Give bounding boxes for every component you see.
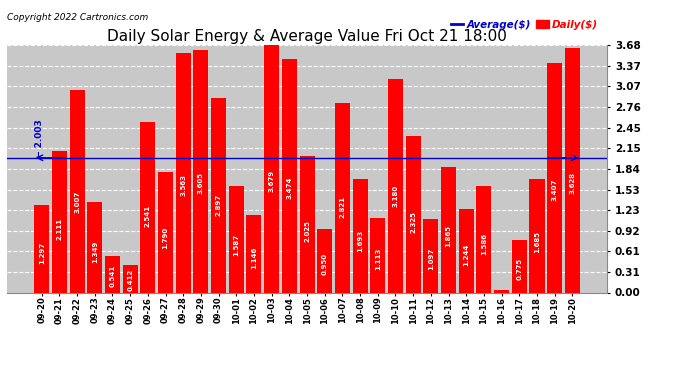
Bar [406, 136, 421, 292]
Bar [529, 179, 544, 292]
Bar [317, 229, 333, 292]
Text: 1.097: 1.097 [428, 248, 434, 270]
Text: Copyright 2022 Cartronics.com: Copyright 2022 Cartronics.com [7, 13, 148, 22]
Text: 1.586: 1.586 [481, 234, 487, 255]
Text: 3.474: 3.474 [286, 176, 293, 199]
Text: 0.775: 0.775 [516, 258, 522, 280]
Bar [335, 103, 350, 292]
Text: 3.407: 3.407 [552, 178, 558, 201]
Text: 3.007: 3.007 [74, 190, 80, 213]
Bar [105, 256, 120, 292]
Text: ← 2.003: ← 2.003 [34, 119, 43, 158]
Text: 1.790: 1.790 [163, 227, 168, 249]
Bar [140, 122, 155, 292]
Text: 2.325: 2.325 [410, 211, 416, 233]
Bar [388, 79, 403, 292]
Bar [211, 98, 226, 292]
Bar [299, 156, 315, 292]
Bar [158, 172, 173, 292]
Text: 1.244: 1.244 [463, 244, 469, 266]
Text: 2.541: 2.541 [145, 204, 151, 226]
Bar [229, 186, 244, 292]
Text: 0.412: 0.412 [127, 269, 133, 291]
Text: 1.587: 1.587 [233, 233, 239, 255]
Text: 2.005 →: 2.005 → [568, 119, 577, 158]
Bar [371, 217, 385, 292]
Bar [494, 290, 509, 292]
Bar [459, 209, 474, 292]
Text: 0.541: 0.541 [110, 265, 115, 287]
Text: 3.563: 3.563 [180, 174, 186, 196]
Text: 2.821: 2.821 [339, 196, 346, 218]
Legend: Average($), Daily($): Average($), Daily($) [446, 15, 602, 34]
Bar [565, 48, 580, 292]
Text: 2.025: 2.025 [304, 220, 310, 242]
Bar [424, 219, 438, 292]
Bar [87, 202, 102, 292]
Text: 1.693: 1.693 [357, 230, 363, 252]
Text: 1.113: 1.113 [375, 248, 381, 270]
Text: 1.685: 1.685 [534, 231, 540, 252]
Bar [547, 63, 562, 292]
Bar [193, 50, 208, 292]
Bar [52, 150, 67, 292]
Text: 2.111: 2.111 [57, 217, 62, 240]
Text: 1.146: 1.146 [251, 247, 257, 269]
Text: 1.865: 1.865 [446, 225, 451, 247]
Bar [176, 53, 190, 292]
Bar [476, 186, 491, 292]
Title: Daily Solar Energy & Average Value Fri Oct 21 18:00: Daily Solar Energy & Average Value Fri O… [107, 29, 507, 44]
Bar [353, 178, 368, 292]
Bar [70, 90, 85, 292]
Text: 0.950: 0.950 [322, 253, 328, 275]
Bar [512, 240, 527, 292]
Text: 3.180: 3.180 [393, 185, 399, 207]
Text: 3.628: 3.628 [569, 172, 575, 194]
Bar [264, 45, 279, 292]
Bar [441, 167, 456, 292]
Bar [34, 205, 49, 292]
Bar [123, 265, 138, 292]
Text: 1.297: 1.297 [39, 242, 45, 264]
Bar [282, 59, 297, 292]
Bar [246, 215, 262, 292]
Text: 2.897: 2.897 [215, 194, 221, 216]
Text: 1.349: 1.349 [92, 240, 98, 263]
Text: 3.679: 3.679 [268, 170, 275, 192]
Text: 3.605: 3.605 [198, 172, 204, 194]
